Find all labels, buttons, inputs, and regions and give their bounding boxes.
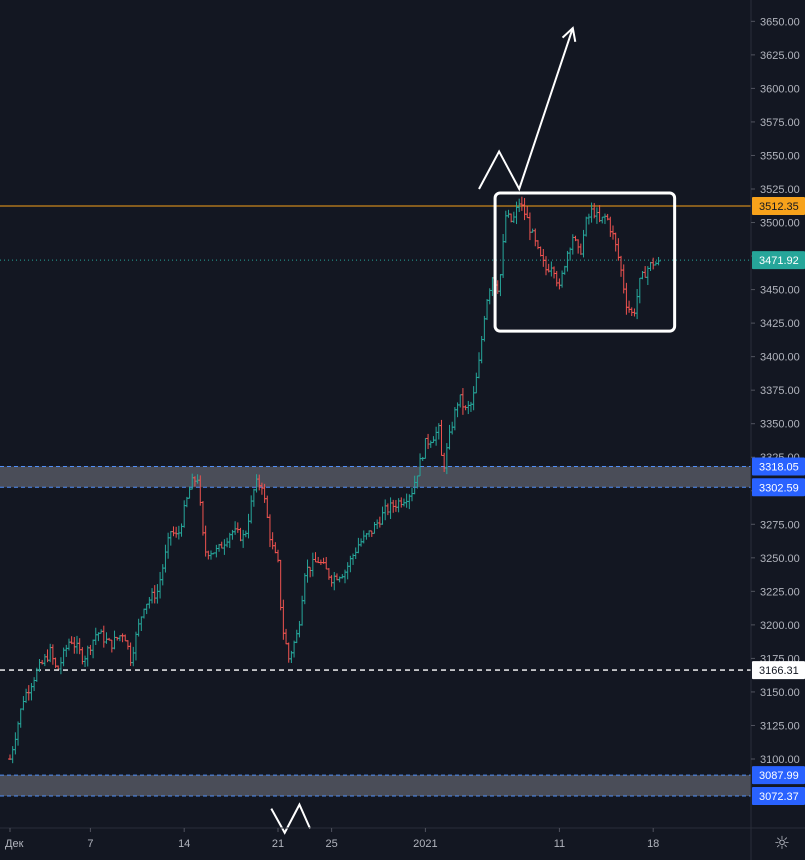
x-tick-label: 14 (178, 838, 190, 850)
y-tick-label: 3525.00 (760, 184, 800, 196)
y-tick-label: 3375.00 (760, 385, 800, 397)
ohlc-bar (656, 256, 661, 266)
consolidation-rectangle (493, 191, 677, 333)
zone-price-label: 3087.99 (759, 770, 799, 782)
price-badges-layer: 3318.05 3302.59 3087.99 3072.37 3512.35 3471.… (752, 196, 805, 806)
support-zone (0, 775, 751, 797)
price-line-badge (752, 251, 805, 270)
time-axis[interactable]: Дек 7 14 21 25 2021 11 18 (5, 828, 659, 850)
y-tick-label: 3600.00 (760, 83, 800, 95)
zone-price-badge (752, 478, 805, 497)
y-tick-label: 3625.00 (760, 50, 800, 62)
projection-arrow-path (478, 27, 574, 192)
x-tick-label: Дек (5, 838, 24, 850)
y-tick-label: 3500.00 (760, 218, 800, 230)
y-tick-label: 3425.00 (760, 318, 800, 330)
arrow-head-icon (561, 26, 577, 43)
price-line-label: 3471.92 (759, 255, 799, 267)
y-tick-label: 3150.00 (760, 687, 800, 699)
x-tick-label: 21 (272, 838, 284, 850)
y-tick-label: 3200.00 (760, 620, 800, 632)
y-tick-label: 3575.00 (760, 117, 800, 129)
zone-price-label: 3302.59 (759, 482, 799, 494)
gear-icon[interactable]: ☼ (773, 833, 791, 854)
x-tick-label: 11 (554, 838, 565, 850)
zones-layer (0, 466, 751, 797)
y-tick-label: 3100.00 (760, 754, 800, 766)
ohlc-bars-layer (8, 196, 661, 764)
y-tick-label: 3250.00 (760, 553, 800, 565)
price-line-label: 3166.31 (759, 665, 799, 677)
y-tick-label: 3400.00 (760, 352, 800, 364)
y-tick-label: 3275.00 (760, 519, 800, 531)
y-tick-label: 3225.00 (760, 586, 800, 598)
y-tick-label: 3550.00 (760, 150, 800, 162)
price-line-label: 3512.35 (759, 201, 799, 213)
price-line-badge (752, 661, 805, 680)
bottom-zigzag-drawing (270, 802, 312, 835)
x-tick-label: 2021 (413, 838, 437, 850)
x-tick-label: 7 (87, 838, 93, 850)
horizontal-lines-layer (0, 205, 751, 671)
support-zone (0, 466, 751, 488)
drawings-layer (270, 26, 677, 835)
zone-price-label: 3072.37 (759, 791, 799, 803)
zone-price-badge (752, 787, 805, 806)
y-tick-label: 3650.00 (760, 16, 800, 28)
price-line-badge (752, 196, 805, 215)
y-tick-label: 3350.00 (760, 419, 800, 431)
x-tick-label: 18 (647, 838, 659, 850)
zone-price-label: 3318.05 (759, 462, 799, 474)
y-tick-label: 3125.00 (760, 720, 800, 732)
zone-price-badge (752, 457, 805, 476)
x-tick-label: 25 (325, 838, 337, 850)
y-tick-label: 3450.00 (760, 285, 800, 297)
zone-price-badge (752, 766, 805, 785)
